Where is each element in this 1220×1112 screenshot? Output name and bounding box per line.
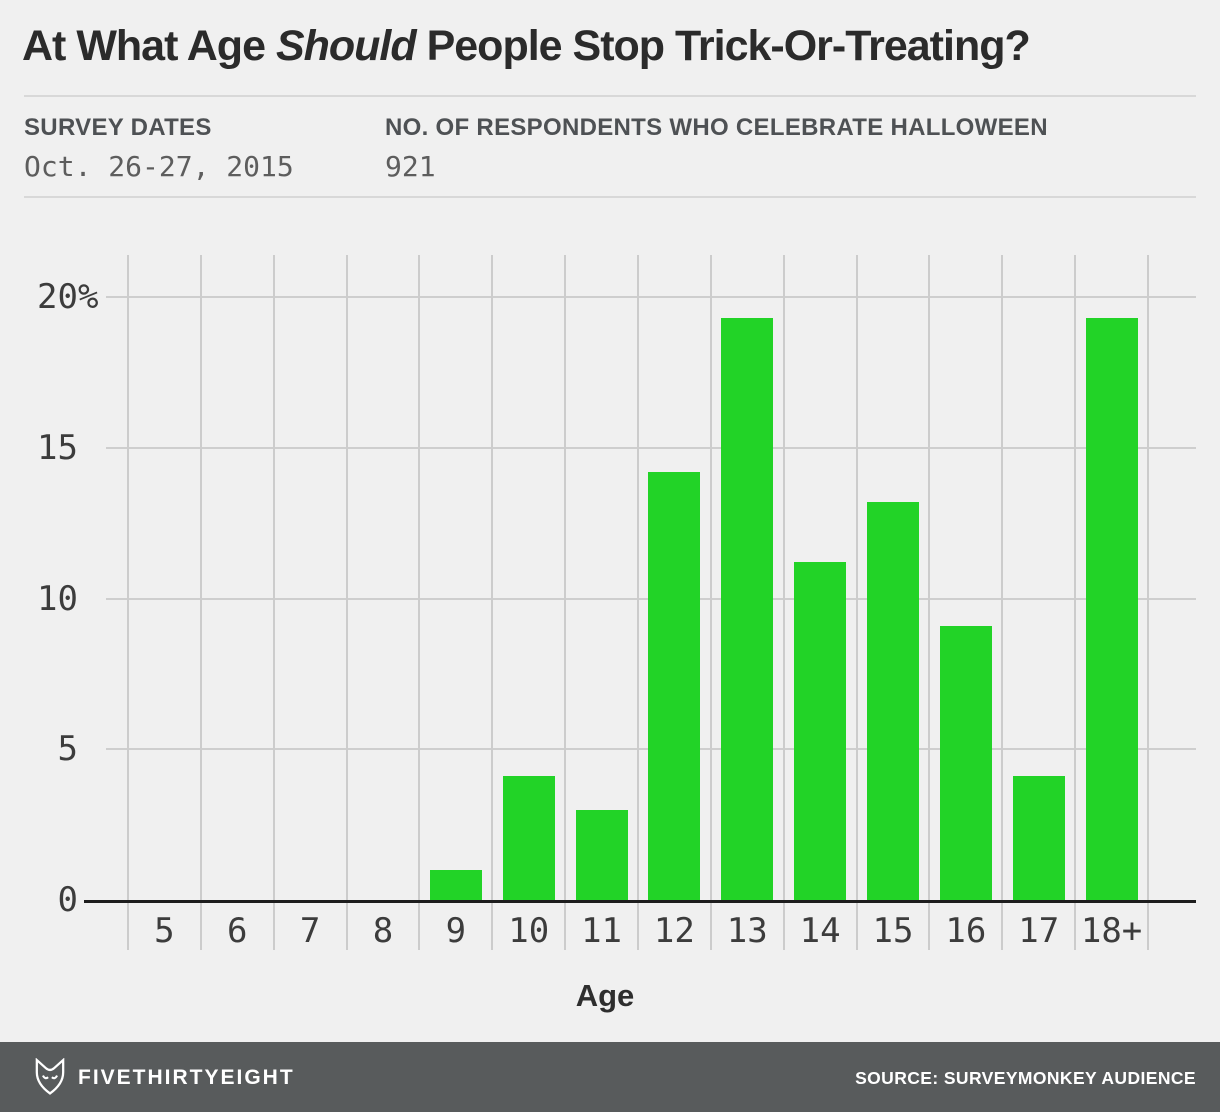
gridline-v-13 bbox=[1074, 255, 1077, 950]
gridline-v-7 bbox=[636, 255, 639, 950]
gridline-v-0 bbox=[127, 255, 129, 950]
bar-age-15 bbox=[867, 502, 919, 900]
x-tick-label-13: 13 bbox=[726, 911, 768, 951]
footer-bar: FIVETHIRTYEIGHT SOURCE: SURVEYMONKEY AUD… bbox=[0, 1042, 1220, 1112]
x-tick-label-17: 17 bbox=[1018, 911, 1060, 951]
gridline-v-9 bbox=[782, 255, 785, 950]
survey-dates-value: Oct. 26-27, 2015 bbox=[24, 150, 294, 183]
gridline-h-20 bbox=[106, 296, 1196, 298]
bar-age-13 bbox=[721, 318, 773, 900]
x-tick-label-7: 7 bbox=[299, 911, 321, 951]
bar-chart: 0 5 10 15 20% 5 6 7 8 9 10 11 12 13 14 15 16 17 18+ bbox=[37, 255, 1196, 951]
survey-dates-label: SURVEY DATES bbox=[24, 114, 212, 141]
fivethirtyeight-fox-logo-icon bbox=[35, 1058, 65, 1095]
x-tick-label-12: 12 bbox=[653, 911, 695, 951]
gridline-v-5 bbox=[491, 255, 494, 950]
title-part-italic: Should bbox=[275, 22, 417, 70]
x-tick-label-8: 8 bbox=[372, 911, 394, 951]
gridline-v-6 bbox=[564, 255, 567, 950]
gridline-h-15 bbox=[106, 446, 1196, 449]
y-tick-label-15: 15 bbox=[37, 427, 78, 468]
gridline-v-2 bbox=[272, 255, 275, 950]
bar-age-9 bbox=[430, 870, 482, 900]
page-title: At What Age Should People Stop Trick-Or-… bbox=[22, 22, 1202, 71]
bar-age-12 bbox=[648, 472, 700, 900]
bar-age-11 bbox=[576, 810, 628, 900]
header-divider-top bbox=[24, 95, 1196, 97]
x-axis-title: Age bbox=[575, 978, 635, 1013]
gridline-v-8 bbox=[709, 255, 712, 950]
bar-age-17 bbox=[1013, 776, 1065, 900]
x-tick-label-16: 16 bbox=[945, 911, 987, 951]
y-tick-label-20: 20% bbox=[37, 277, 99, 317]
percent-sign: % bbox=[78, 277, 99, 317]
gridline-v-3 bbox=[345, 255, 348, 950]
bar-age-18+ bbox=[1086, 318, 1138, 900]
x-tick-label-10: 10 bbox=[508, 911, 550, 951]
respondents-value: 921 bbox=[385, 150, 436, 183]
gridline-v-11 bbox=[928, 255, 931, 950]
gridline-v-10 bbox=[855, 255, 858, 950]
bar-age-16 bbox=[940, 626, 992, 900]
title-part-1: At What Age bbox=[22, 22, 276, 70]
y-tick-label-5: 5 bbox=[57, 729, 78, 770]
bar-age-14 bbox=[794, 562, 846, 900]
header-divider-bottom bbox=[24, 196, 1196, 198]
x-tick-label-18+: 18+ bbox=[1080, 911, 1143, 951]
x-tick-label-15: 15 bbox=[872, 911, 914, 951]
gridline-v-1 bbox=[199, 255, 202, 950]
gridline-v-14 bbox=[1146, 255, 1149, 950]
title-part-2: People Stop Trick-Or-Treating? bbox=[415, 22, 1031, 70]
y-tick-label-10: 10 bbox=[37, 578, 78, 619]
x-tick-label-14: 14 bbox=[799, 911, 841, 951]
x-tick-label-9: 9 bbox=[445, 911, 467, 951]
x-axis-line bbox=[84, 900, 1196, 903]
bar-age-10 bbox=[503, 776, 555, 900]
y-tick-label-0: 0 bbox=[57, 880, 78, 920]
footer-brand: FIVETHIRTYEIGHT bbox=[78, 1066, 295, 1089]
gridline-v-12 bbox=[1001, 255, 1004, 950]
x-tick-label-6: 6 bbox=[227, 911, 248, 951]
gridline-v-4 bbox=[418, 255, 421, 950]
respondents-label: NO. OF RESPONDENTS WHO CELEBRATE HALLOWE… bbox=[385, 114, 1048, 141]
x-tick-label-11: 11 bbox=[581, 911, 623, 951]
x-tick-label-5: 5 bbox=[154, 911, 175, 951]
footer-source: SOURCE: SURVEYMONKEY AUDIENCE bbox=[855, 1068, 1196, 1088]
